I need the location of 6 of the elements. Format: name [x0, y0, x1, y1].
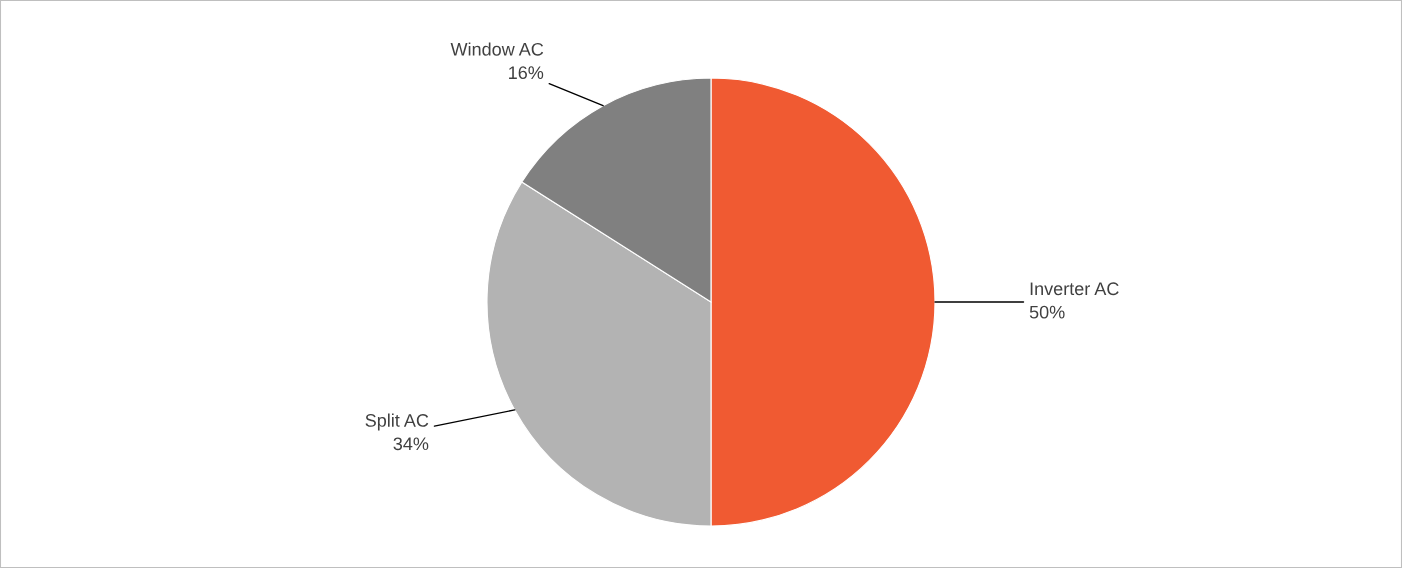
slice-label: Split AC: [365, 413, 429, 431]
slice-label: Inverter AC: [1030, 282, 1119, 296]
slice-label: Window AC: [450, 42, 544, 56]
data-label: 50%: [1029, 305, 1065, 319]
data-label: 34%: [393, 437, 429, 451]
data-label: 16%: [509, 66, 544, 80]
